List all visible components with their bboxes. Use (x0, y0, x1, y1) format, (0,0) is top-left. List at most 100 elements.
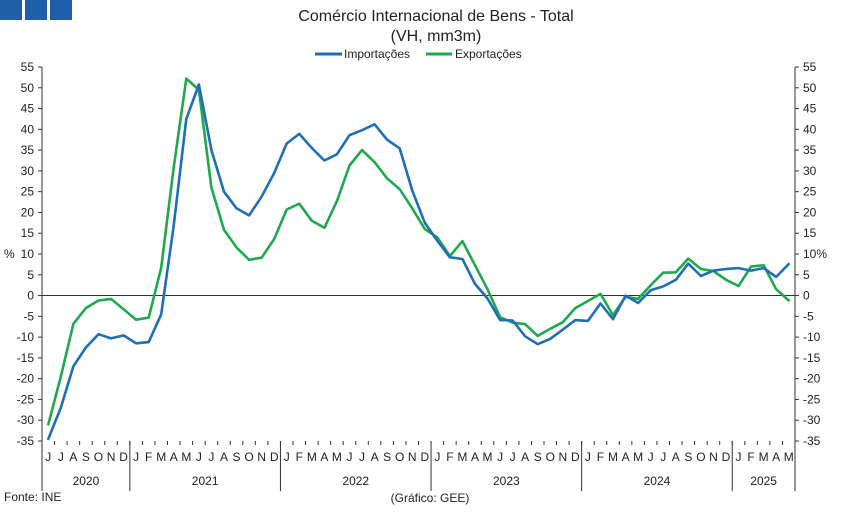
x-month-label: N (107, 450, 116, 464)
x-month-label: J (45, 450, 51, 464)
legend-label-exportacoes: Exportações (455, 47, 522, 61)
x-month-label: O (546, 450, 555, 464)
y-tick-label-right: 25 (803, 185, 817, 199)
chart-subtitle: (VH, mm3m) (391, 28, 482, 45)
x-month-label: D (722, 450, 731, 464)
logo-square (50, 0, 72, 20)
y-tick-label-left: 10 (21, 247, 35, 261)
y-tick-label-left: 0 (27, 289, 34, 303)
x-month-label: S (684, 450, 692, 464)
x-month-label: N (558, 450, 567, 464)
y-tick-label-right: -15 (803, 351, 821, 365)
x-month-label: A (69, 450, 77, 464)
x-month-label: M (608, 450, 618, 464)
y-tick-label-right: 50 (803, 81, 817, 95)
y-tick-label-right: 10% (803, 247, 827, 261)
x-month-label: S (383, 450, 391, 464)
x-month-label: J (648, 450, 654, 464)
x-year-label: 2023 (493, 474, 520, 488)
y-tick-label-left: -30 (17, 413, 35, 427)
x-month-label: J (196, 450, 202, 464)
legend-label-importacoes: Importações (344, 47, 410, 61)
x-month-label: A (320, 450, 328, 464)
x-month-label: F (446, 450, 453, 464)
x-year-label: 2024 (644, 474, 671, 488)
ine-logo-icon (0, 0, 72, 20)
x-year-label: 2021 (192, 474, 219, 488)
credit-note: (Gráfico: GEE) (391, 491, 470, 505)
series-line-exportacoes (46, 77, 791, 426)
y-tick-label-left: 20 (21, 205, 35, 219)
y-tick-label-left: 55 (21, 60, 35, 74)
series-line-importacoes (46, 83, 791, 441)
x-month-label: J (58, 450, 64, 464)
x-month-label: J (359, 450, 365, 464)
y-tick-label-left: 15 (21, 226, 35, 240)
x-month-label: N (257, 450, 266, 464)
y-tick-label-left: -5 (23, 309, 34, 323)
x-month-label: J (497, 450, 503, 464)
x-month-label: D (571, 450, 580, 464)
x-month-label: M (332, 450, 342, 464)
y-tick-label-left: -20 (17, 372, 35, 386)
x-month-label: A (371, 450, 379, 464)
x-month-label: M (181, 450, 191, 464)
x-year-label: 2020 (73, 474, 100, 488)
x-month-label: F (145, 450, 152, 464)
y-tick-label-left: -15 (17, 351, 35, 365)
x-month-label: J (510, 450, 516, 464)
y-tick-label-right: 20 (803, 205, 817, 219)
x-month-label: S (82, 450, 90, 464)
x-month-label: M (156, 450, 166, 464)
legend: Importações Exportações (315, 47, 522, 61)
y-tick-label-right: -10 (803, 330, 821, 344)
x-month-label: J (208, 450, 214, 464)
x-month-label: M (784, 450, 794, 464)
y-tick-label-left: 30 (21, 164, 35, 178)
y-tick-label-left: 35 (21, 143, 35, 157)
x-month-label: N (709, 450, 718, 464)
x-month-label: J (133, 450, 139, 464)
y-axis-unit-label: % (4, 247, 15, 261)
y-tick-label-right: 40 (803, 122, 817, 136)
x-month-label: A (672, 450, 680, 464)
x-month-label: A (772, 450, 780, 464)
y-tick-label-right: 0 (803, 289, 810, 303)
y-tick-label-left: 45 (21, 102, 35, 116)
y-tick-label-right: 30 (803, 164, 817, 178)
logo-square (25, 0, 47, 20)
x-month-label: M (759, 450, 769, 464)
y-tick-label-left: 5 (27, 268, 34, 282)
y-tick-label-left: 40 (21, 122, 35, 136)
x-month-label: M (483, 450, 493, 464)
y-tick-label-right: -20 (803, 372, 821, 386)
x-year-label: 2022 (342, 474, 369, 488)
x-month-label: S (534, 450, 542, 464)
x-year-label: 2025 (750, 474, 777, 488)
x-month-label: A (170, 450, 178, 464)
y-tick-label-left: 25 (21, 185, 35, 199)
x-month-label: J (346, 450, 352, 464)
x-month-label: J (736, 450, 742, 464)
y-tick-label-right: -30 (803, 413, 821, 427)
y-tick-label-right: 5 (803, 268, 810, 282)
x-month-label: M (307, 450, 317, 464)
x-month-label: N (408, 450, 417, 464)
y-tick-label-right: 35 (803, 143, 817, 157)
x-month-label: J (284, 450, 290, 464)
x-month-label: J (660, 450, 666, 464)
x-month-label: F (597, 450, 604, 464)
source-note: Fonte: INE (4, 490, 61, 504)
y-tick-label-left: -35 (17, 434, 35, 448)
y-tick-label-right: 15 (803, 226, 817, 240)
x-month-label: A (220, 450, 228, 464)
y-tick-label-right: 55 (803, 60, 817, 74)
y-tick-label-left: -10 (17, 330, 35, 344)
y-tick-label-left: 50 (21, 81, 35, 95)
y-tick-label-right: -5 (803, 309, 814, 323)
x-month-label: J (585, 450, 591, 464)
logo-square (0, 0, 22, 20)
y-tick-label-left: -25 (17, 392, 35, 406)
y-tick-label-right: -35 (803, 434, 821, 448)
